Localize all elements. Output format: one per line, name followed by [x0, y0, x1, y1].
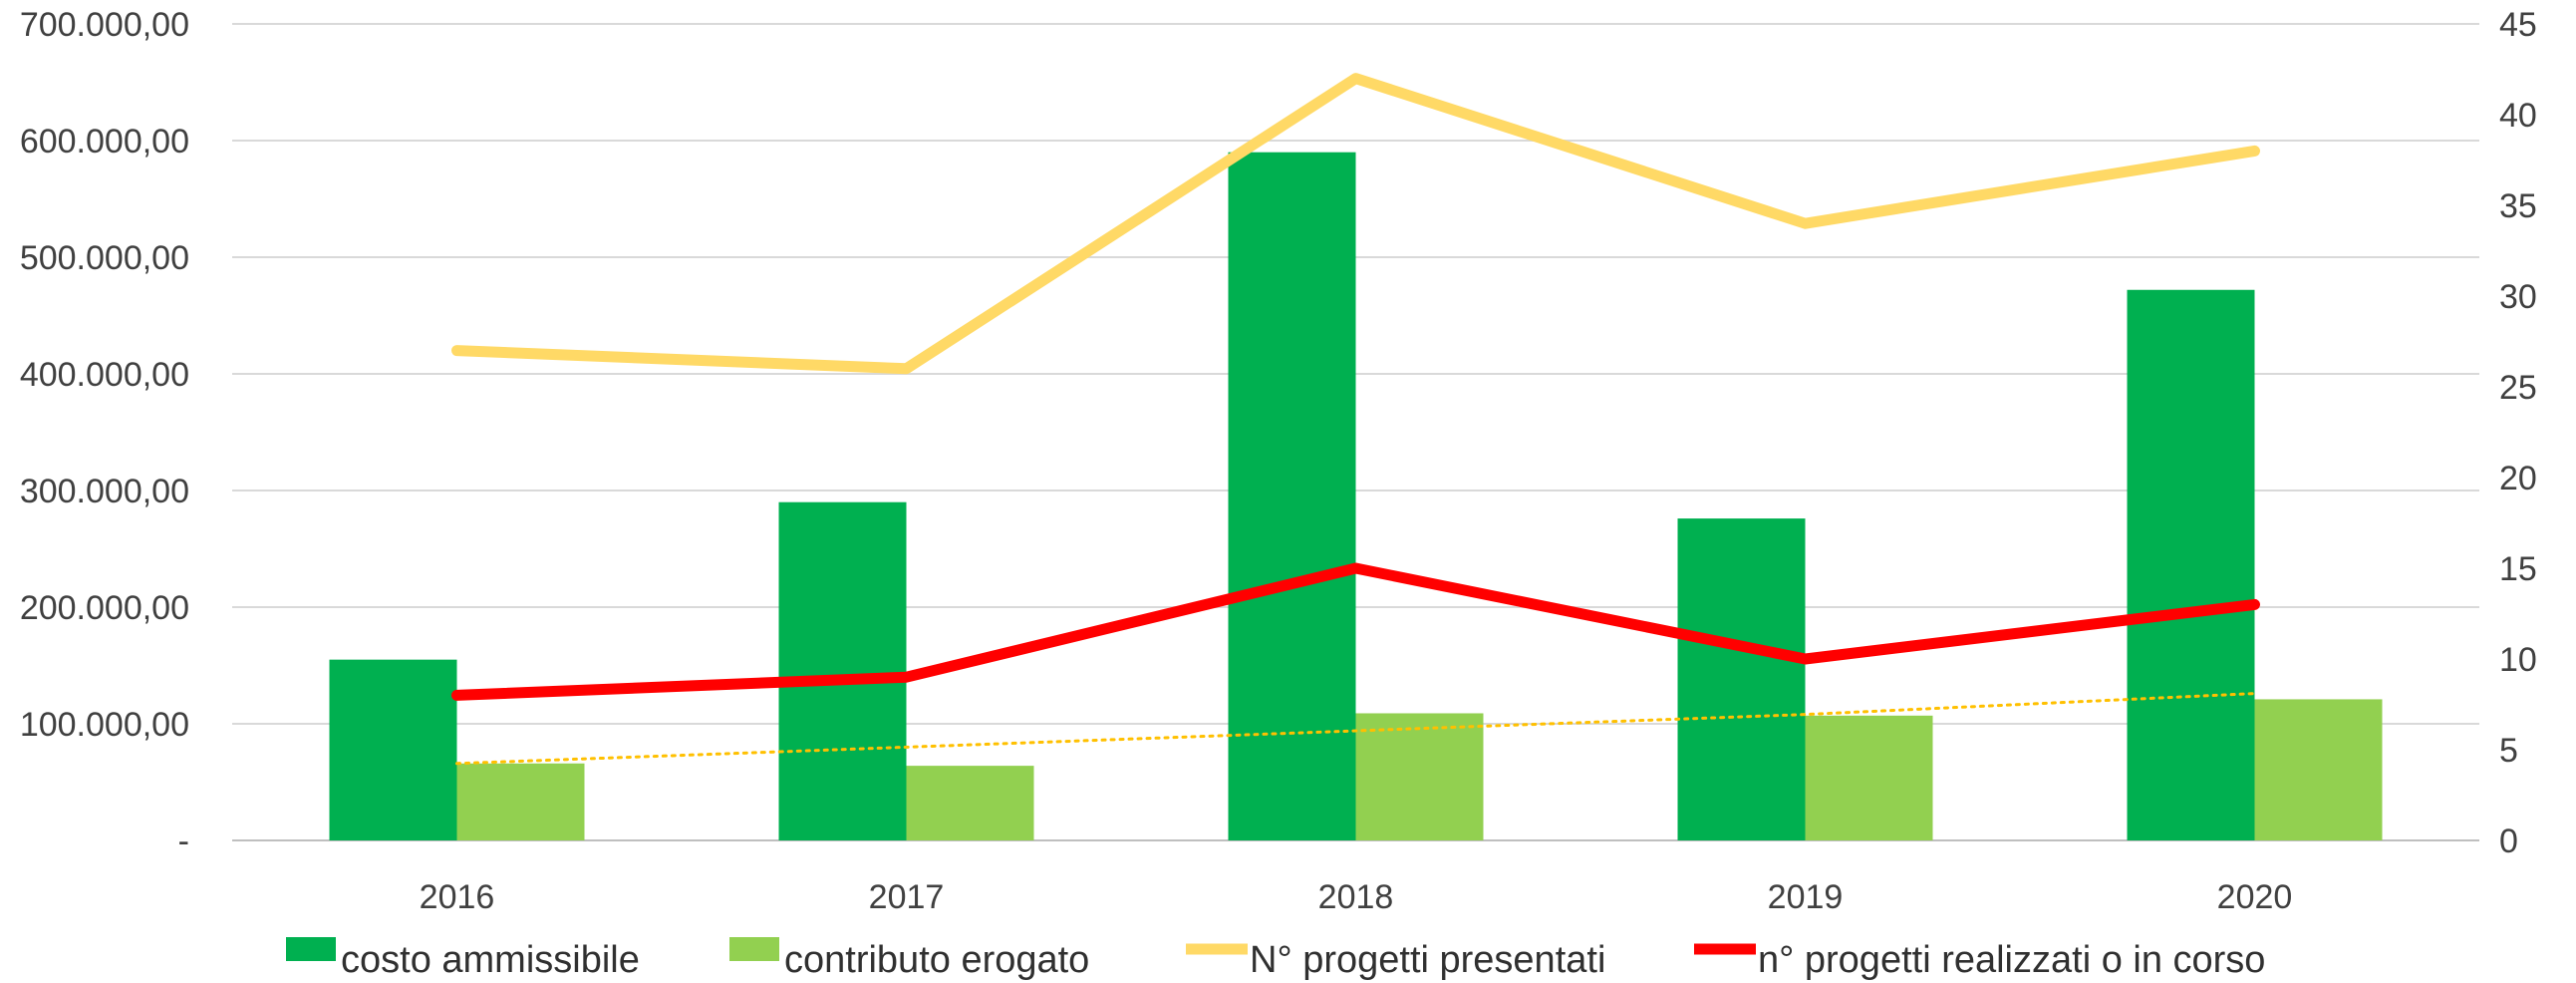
legend-label: N° progetti presentati — [1250, 939, 1605, 981]
bar-costo-ammissibile — [1677, 518, 1806, 840]
line-point — [2254, 150, 2255, 152]
bar-costo-ammissibile — [778, 501, 907, 840]
line-point — [1805, 222, 1806, 224]
bar-contributo-erogato — [906, 766, 1034, 840]
bar-contributo-erogato — [456, 763, 585, 840]
right-axis-tick-label: 35 — [2499, 187, 2537, 225]
right-axis-tick-label: 0 — [2499, 822, 2518, 860]
right-axis-tick-label: 40 — [2499, 97, 2537, 135]
x-axis-tick-label: 2017 — [869, 878, 945, 916]
bar-costo-ammissibile — [329, 659, 457, 840]
right-axis-tick-label: 10 — [2499, 641, 2537, 679]
left-axis-tick-label: 400.000,00 — [20, 356, 189, 394]
left-axis-tick-label: 200.000,00 — [20, 589, 189, 627]
line-point — [906, 676, 907, 678]
left-axis-tick-label: 300.000,00 — [20, 473, 189, 510]
bar-costo-ammissibile — [2127, 289, 2255, 840]
line-point — [456, 350, 457, 352]
trendline — [455, 692, 2256, 766]
bar-contributo-erogato — [1355, 713, 1484, 840]
line-point — [1355, 78, 1356, 80]
line-point — [456, 694, 457, 696]
legend-label: contributo erogato — [784, 939, 1089, 981]
bar-contributo-erogato — [2254, 699, 2383, 840]
right-axis-tick-label: 30 — [2499, 278, 2537, 316]
left-axis-tick-label: 600.000,00 — [20, 123, 189, 161]
legend-swatch — [729, 937, 779, 961]
legend-label: costo ammissibile — [341, 939, 640, 981]
line-point — [2254, 603, 2255, 605]
legend-swatch — [286, 937, 336, 961]
legend-label: n° progetti realizzati o in corso — [1758, 939, 2265, 981]
left-axis-tick-label: - — [178, 822, 189, 860]
right-axis-tick-label: 5 — [2499, 732, 2518, 770]
line-point — [906, 368, 907, 370]
right-axis-tick-label: 25 — [2499, 369, 2537, 407]
x-axis-tick-label: 2016 — [420, 878, 495, 916]
x-axis-tick-label: 2020 — [2217, 878, 2293, 916]
bar-contributo-erogato — [1805, 715, 1933, 840]
right-axis-tick-label: 20 — [2499, 460, 2537, 497]
left-axis-tick-label: 100.000,00 — [20, 706, 189, 744]
left-axis-tick-label: 500.000,00 — [20, 239, 189, 277]
line-point — [1805, 658, 1806, 660]
left-axis-tick-label: 700.000,00 — [20, 6, 189, 44]
bar-costo-ammissibile — [1228, 152, 1356, 840]
x-axis-tick-label: 2019 — [1768, 878, 1844, 916]
right-axis-tick-label: 15 — [2499, 550, 2537, 588]
x-axis-tick-label: 2018 — [1318, 878, 1394, 916]
right-axis-tick-label: 45 — [2499, 6, 2537, 44]
line-point — [1355, 567, 1356, 569]
